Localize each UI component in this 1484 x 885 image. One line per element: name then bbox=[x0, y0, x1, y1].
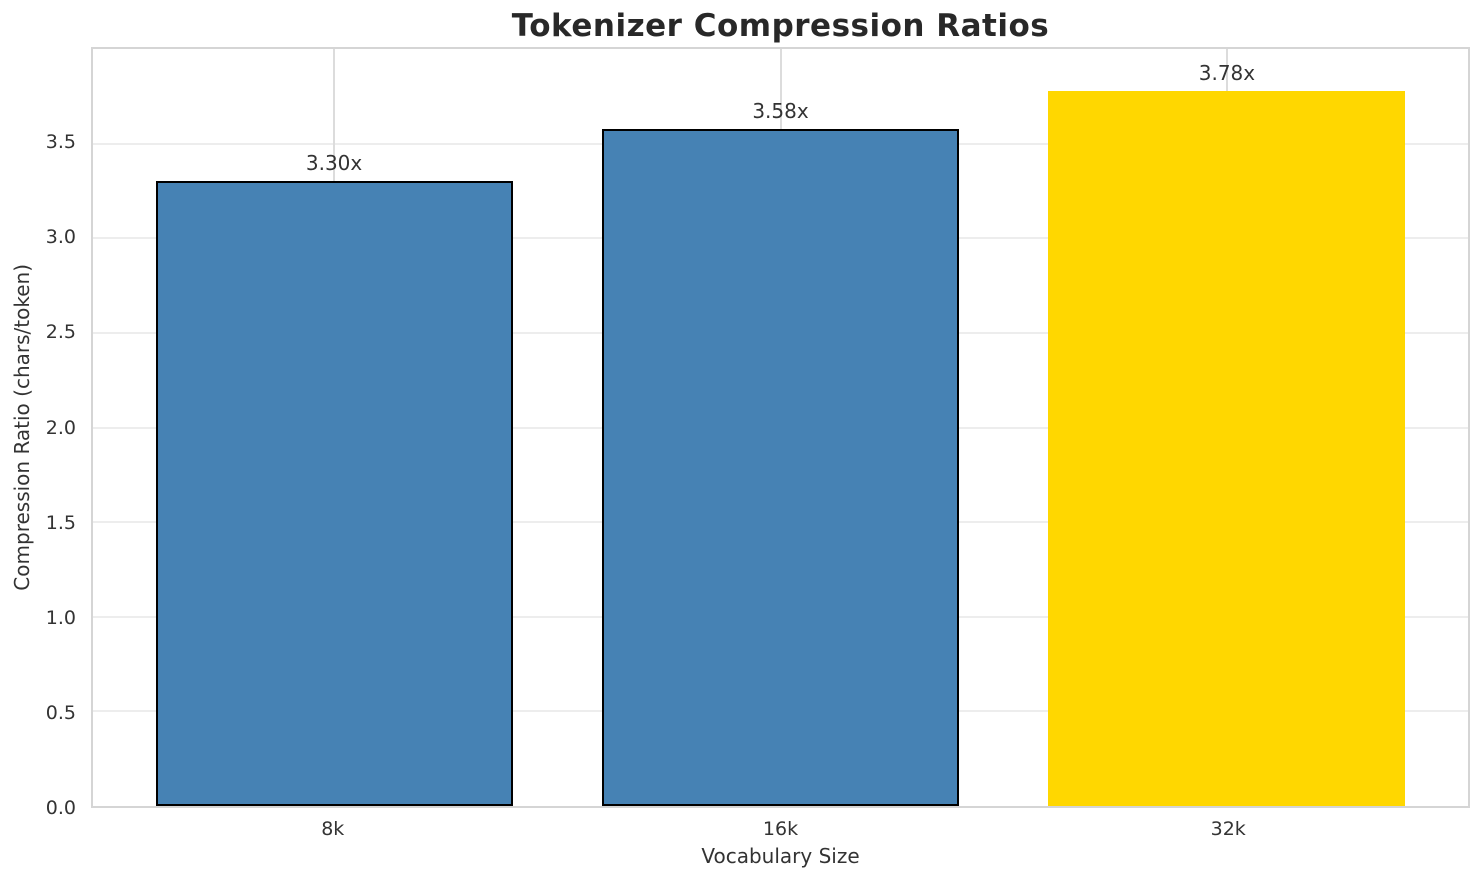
bar-32k bbox=[1048, 90, 1406, 806]
x-axis-label: Vocabulary Size bbox=[701, 844, 860, 868]
chart-title: Tokenizer Compression Ratios bbox=[511, 8, 1050, 44]
y-tick-label: 3.0 bbox=[45, 226, 76, 249]
bar-value-label: 3.78x bbox=[1198, 60, 1256, 85]
y-tick-label: 0.5 bbox=[45, 701, 76, 724]
y-tick-label: 0.0 bbox=[45, 797, 76, 819]
bar-value-label: 3.30x bbox=[305, 151, 363, 176]
bar-value-label: 3.58x bbox=[752, 98, 809, 123]
y-tick-label: 3.5 bbox=[45, 131, 76, 154]
x-tick-label: 16k bbox=[762, 818, 799, 840]
y-tick-label: 2.5 bbox=[45, 321, 76, 344]
bar-16k bbox=[601, 128, 960, 806]
y-tick-label: 2.0 bbox=[45, 416, 76, 439]
bar-label-layer: 3.30x 3.58x 3.78x bbox=[93, 49, 1468, 806]
y-tick-label: 1.0 bbox=[45, 606, 76, 629]
y-tick-labels: 0.0 0.5 1.0 1.5 2.0 2.5 3.0 3.5 bbox=[0, 47, 76, 819]
y-tick-label: 1.5 bbox=[45, 511, 76, 534]
x-tick-label: 32k bbox=[1210, 818, 1246, 840]
x-tick-labels: 8k 16k 32k bbox=[91, 814, 1470, 842]
plot-area: 3.30x 3.58x 3.78x bbox=[91, 47, 1470, 808]
bar-8k bbox=[155, 181, 513, 806]
bar-layer bbox=[93, 49, 1468, 806]
x-tick-label: 8k bbox=[321, 818, 345, 840]
